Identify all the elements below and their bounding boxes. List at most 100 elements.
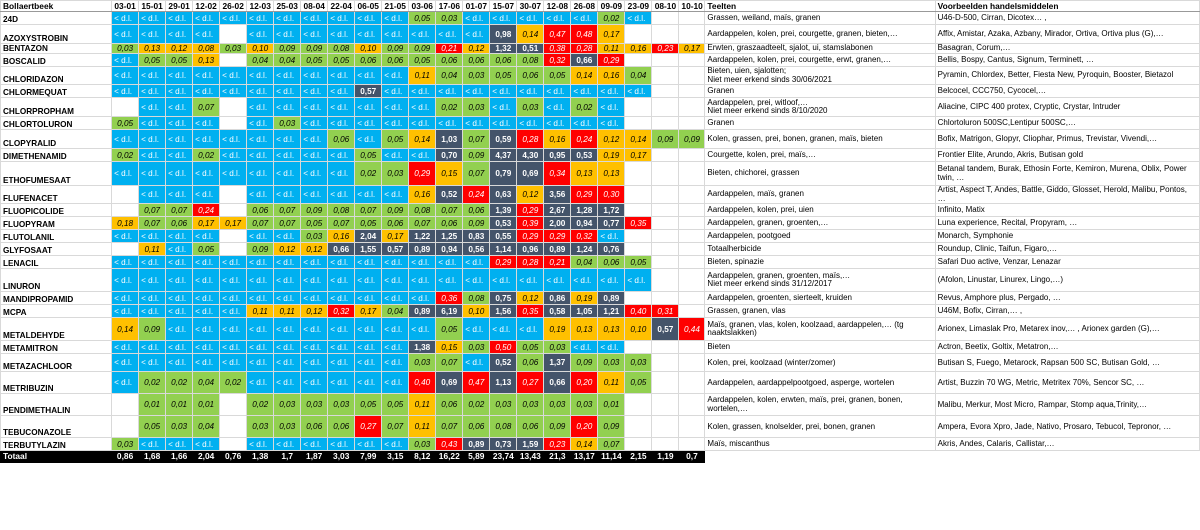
total-value: 8,12: [408, 450, 437, 464]
measurement-cell: 0,73: [489, 437, 518, 452]
measurement-cell: < d.l.: [462, 353, 491, 373]
measurement-cell: 0,28: [570, 43, 599, 54]
measurement-cell: 0,05: [165, 53, 194, 67]
measurement-cell: < d.l.: [192, 268, 221, 293]
measurement-cell: < d.l.: [381, 65, 410, 86]
measurement-cell: 1,05: [570, 304, 599, 319]
measurement-cell: 0,03: [246, 415, 275, 439]
measurement-cell: < d.l.: [381, 148, 410, 163]
measurement-cell: 0,06: [462, 53, 491, 67]
crops-cell: Aardappelen, kolen, prei, uien: [704, 203, 936, 218]
table-row: GLYFOSAAT 0,11 < d.l. 0,05 0,09 0,12 0,12 0,66 1…: [0, 242, 1200, 257]
total-value: 21,3: [543, 450, 572, 464]
measurement-cell: [111, 415, 140, 439]
measurement-cell: < d.l.: [138, 129, 167, 150]
measurement-cell: < d.l.: [165, 97, 194, 118]
total-value: 1,66: [165, 450, 194, 464]
measurement-cell: 0,66: [327, 242, 356, 257]
measurement-cell: [651, 393, 680, 417]
products-cell: Akris, Andes, Calaris, Callistar,…: [934, 437, 1200, 452]
measurement-cell: 1,22: [408, 229, 437, 244]
measurement-cell: < d.l.: [246, 371, 275, 395]
table-row: CLOPYRALID < d.l. < d.l. < d.l. < d.l. < d.l.…: [0, 129, 1200, 150]
measurement-cell: 0,69: [435, 371, 464, 395]
measurement-cell: 0,28: [516, 255, 545, 270]
measurement-cell: < d.l.: [300, 116, 329, 131]
measurement-cell: < d.l.: [192, 317, 221, 342]
crops-cell: Grassen, granen, vlas: [704, 304, 936, 319]
measurement-cell: < d.l.: [111, 291, 140, 306]
measurement-cell: < d.l.: [165, 65, 194, 86]
measurement-cell: 0,03: [273, 116, 302, 131]
measurement-cell: [678, 229, 706, 244]
measurement-cell: < d.l.: [543, 268, 572, 293]
measurement-cell: 0,06: [435, 216, 464, 231]
measurement-cell: 0,47: [543, 24, 572, 44]
measurement-cell: 0,02: [435, 97, 464, 118]
measurement-cell: < d.l.: [192, 65, 221, 86]
measurement-cell: 0,08: [327, 43, 356, 54]
products-cell: Safari Duo active, Venzar, Lenazar: [934, 255, 1200, 270]
table-row: CHLORMEQUAT < d.l. < d.l. < d.l. < d.l. < d.l…: [0, 84, 1200, 99]
measurement-cell: 0,24: [570, 129, 599, 150]
measurement-cell: 0,32: [327, 304, 356, 319]
measurement-cell: < d.l.: [192, 129, 221, 150]
table-row: METALDEHYDE 0,14 0,09 < d.l. < d.l. < d.l. < d…: [0, 317, 1200, 342]
crops-cell: Granen: [704, 116, 936, 131]
measurement-cell: < d.l.: [327, 84, 356, 99]
measurement-cell: < d.l.: [192, 255, 221, 270]
measurement-cell: 0,10: [246, 43, 275, 54]
measurement-cell: 0,09: [543, 415, 572, 439]
measurement-cell: 0,21: [435, 43, 464, 54]
measurement-cell: 0,03: [543, 340, 572, 355]
measurement-cell: [651, 203, 680, 218]
measurement-cell: 0,96: [516, 242, 545, 257]
measurement-cell: [678, 353, 706, 373]
measurement-cell: < d.l.: [327, 353, 356, 373]
measurement-cell: 0,16: [327, 229, 356, 244]
measurement-cell: 0,14: [408, 129, 437, 150]
measurement-cell: < d.l.: [381, 255, 410, 270]
measurement-cell: 0,05: [516, 340, 545, 355]
measurement-cell: 0,23: [651, 43, 680, 54]
measurement-cell: < d.l.: [489, 97, 518, 118]
date-header: 12-08: [543, 0, 572, 12]
measurement-cell: 0,07: [597, 437, 626, 452]
table-row: TERBUTYLAZIN 0,03 < d.l. < d.l. < d.l. < d.l.…: [0, 437, 1200, 452]
measurement-cell: < d.l.: [273, 291, 302, 306]
measurement-cell: < d.l.: [489, 11, 518, 25]
measurement-cell: < d.l.: [111, 129, 140, 150]
measurement-cell: [219, 185, 248, 205]
measurement-cell: 0,03: [570, 393, 599, 417]
measurement-cell: < d.l.: [327, 371, 356, 395]
measurement-cell: < d.l.: [246, 255, 275, 270]
measurement-cell: [624, 116, 653, 131]
measurement-cell: 0,03: [543, 393, 572, 417]
measurement-cell: < d.l.: [327, 291, 356, 306]
measurement-cell: 0,70: [435, 148, 464, 163]
measurement-cell: < d.l.: [327, 437, 356, 452]
measurement-cell: 0,07: [273, 216, 302, 231]
measurement-cell: 0,02: [165, 371, 194, 395]
products-cell: Arionex, Limaslak Pro, Metarex inov,… , …: [934, 317, 1200, 342]
table-row: MCPA < d.l. < d.l. < d.l. < d.l. < d.l. 0,11 0,…: [0, 304, 1200, 319]
crops-cell: Maïs, miscanthus: [704, 437, 936, 452]
table-row: AZOXYSTROBIN < d.l. < d.l. < d.l. < d.l. < d.…: [0, 24, 1200, 44]
measurement-cell: 0,05: [138, 415, 167, 439]
measurement-cell: [678, 185, 706, 205]
measurement-cell: < d.l.: [219, 129, 248, 150]
measurement-cell: [624, 185, 653, 205]
measurement-cell: < d.l.: [273, 84, 302, 99]
measurement-cell: 0,83: [462, 229, 491, 244]
measurement-cell: 0,16: [597, 65, 626, 86]
measurement-cell: 0,05: [354, 393, 383, 417]
measurement-cell: 0,29: [408, 161, 437, 187]
table-row: BENTAZON 0,03 0,13 0,12 0,08 0,03 0,10 0,09 0,09…: [0, 43, 1200, 54]
substance-name: ETHOFUMESAAT: [0, 161, 113, 187]
measurement-cell: < d.l.: [165, 129, 194, 150]
measurement-cell: 0,27: [354, 415, 383, 439]
measurement-cell: 0,06: [516, 353, 545, 373]
date-header: 21-05: [381, 0, 410, 12]
measurement-cell: < d.l.: [381, 317, 410, 342]
total-value: 1,19: [651, 450, 680, 464]
